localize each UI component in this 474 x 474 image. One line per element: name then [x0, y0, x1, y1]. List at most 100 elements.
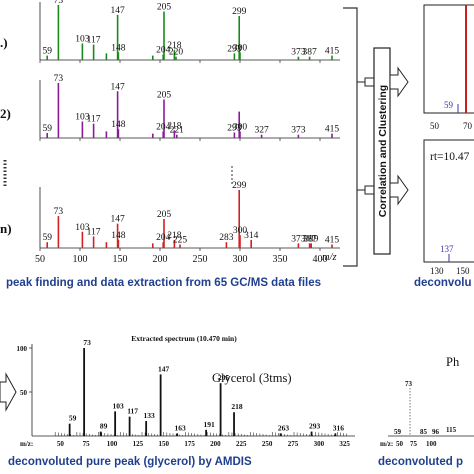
- sample-2-peak-label: 327: [254, 126, 269, 136]
- arrow-right-icon: [389, 66, 409, 98]
- sample-1-peak-label: 300: [233, 43, 248, 53]
- sample-n-peak-label: 299: [232, 181, 247, 191]
- sample-2-peak-label: 300: [233, 122, 248, 132]
- sample-n-peak-label: 103: [75, 223, 90, 233]
- arrow-right-icon: [389, 174, 409, 206]
- glycerol-x-tick-label: 150: [158, 440, 169, 448]
- glycerol-panel-title: Extracted spectrum (10.470 min): [131, 334, 237, 343]
- glycerol-peak-label: 117: [127, 407, 138, 416]
- inset-top-tick-50: 50: [430, 121, 440, 131]
- bottom-right-spectrum: Ph 73 59 85 96 115 m/z: 50 75 100: [380, 355, 474, 448]
- sample-1-peak-label: 293: [227, 44, 242, 54]
- glycerol-peak-label: 293: [309, 422, 321, 431]
- sample-1-peak-label: 148: [111, 43, 126, 53]
- sample-n-peak-label: 205: [157, 210, 172, 220]
- sample-n-peak-label: 73: [54, 207, 64, 217]
- sample-n-peak-label: 147: [110, 215, 125, 225]
- glycerol-peak-label: 103: [113, 401, 125, 410]
- bottom-right-peak-96: 96: [432, 428, 440, 436]
- sample-n-peak-label: 59: [42, 233, 52, 243]
- sample-n-peak-label: 283: [219, 233, 234, 243]
- correlation-box-label: Correlation and Clustering: [377, 85, 389, 217]
- bottom-right-peak-73: 73: [405, 380, 413, 388]
- bottom-right-tick-75: 75: [410, 440, 418, 448]
- glycerol-y-tick-label: 50: [20, 389, 28, 397]
- sample-1-peak-label: 147: [110, 6, 125, 16]
- inset-top: 59 50 70: [423, 4, 474, 131]
- sample-1-peak-label: 205: [157, 3, 172, 13]
- sample-n-x-tick-label: 250: [193, 254, 208, 265]
- caption-bottom-left: deconvoluted pure peak (glycerol) by AMD…: [8, 456, 252, 468]
- caption-top-right: deconvolu: [414, 277, 472, 289]
- sample-n-x-tick-label: 150: [113, 254, 128, 265]
- sample-2-peak-label: 415: [325, 125, 340, 135]
- sample-n-peak-label: 218: [167, 231, 182, 241]
- sample-n-peak-label: 204: [156, 233, 171, 243]
- sample-n-x-tick-label: 50: [35, 254, 45, 265]
- sample-1-peak-label: 103: [75, 35, 90, 45]
- sample-n-peak-label: 314: [244, 231, 259, 241]
- glycerol-peak-label: 263: [278, 423, 290, 432]
- sample-n-x-tick-label: 200: [153, 254, 168, 265]
- glycerol-peak-label: 191: [203, 420, 215, 429]
- sample-2-label: 2): [0, 106, 11, 121]
- glycerol-x-tick-label: 275: [288, 440, 299, 448]
- sample-1-peak-label: 220: [169, 48, 184, 58]
- glycerol-x-tick-label: 100: [107, 440, 118, 448]
- sample-1-peak-label: 73: [54, 0, 64, 6]
- glycerol-x-tick-label: 175: [184, 440, 195, 448]
- rt-label: rt=10.47: [430, 151, 470, 163]
- glycerol-peak-label: 205: [218, 373, 230, 382]
- sample-2-peak-label: 204: [156, 122, 171, 132]
- inset-bottom: rt=10.47 137 130 150: [423, 139, 474, 276]
- sample-n-peak-label: 225: [173, 236, 188, 246]
- sample-n-peak-label: 387: [302, 234, 317, 244]
- caption-bottom-right: deconvoluted p: [378, 456, 463, 468]
- glycerol-axis-label: m/z:: [20, 440, 33, 448]
- glycerol-peak-label: 218: [231, 402, 243, 411]
- glycerol-compound-label: Glycerol (3tms): [212, 371, 292, 385]
- inset-bottom-tick-150: 150: [456, 266, 470, 276]
- bracket-icon: [343, 7, 358, 267]
- sample-n-x-tick-label: 350: [273, 254, 288, 265]
- glycerol-x-tick-label: 300: [314, 440, 325, 448]
- glycerol-x-tick-label: 75: [83, 440, 91, 448]
- glycerol-x-tick-label: 225: [236, 440, 247, 448]
- correlation-box: Correlation and Clustering: [373, 47, 391, 255]
- bottom-right-compound-label: Ph: [446, 355, 460, 369]
- connectors: [357, 77, 375, 195]
- glycerol-x-tick-label: 250: [262, 440, 273, 448]
- bottom-right-tick-50: 50: [396, 440, 404, 448]
- inset-top-tick-70: 70: [463, 121, 473, 131]
- sample-n-x-axis-label: m/z: [322, 252, 337, 263]
- sample-2-peak-label: 205: [157, 91, 172, 101]
- glycerol-peak-label: 163: [175, 423, 187, 432]
- inset-top-peak-label: 59: [444, 100, 454, 110]
- sample-2-peak-label: 103: [75, 113, 90, 123]
- sample-1-peak-label: 373: [291, 48, 306, 58]
- sample-n-peak-label: 389: [304, 234, 319, 244]
- bottom-right-peak-59: 59: [394, 428, 402, 436]
- arrow-right-icon: [0, 372, 17, 412]
- sample-2-peak-label: 147: [110, 82, 125, 92]
- sample-2-peak-label: 59: [42, 124, 52, 134]
- sample-2-peak-label: 373: [291, 126, 306, 136]
- sample-2-peak-label: 73: [54, 74, 64, 84]
- glycerol-peak-label: 59: [69, 414, 77, 423]
- glycerol-x-tick-label: 50: [57, 440, 65, 448]
- sample-n-peak-label: 117: [87, 227, 101, 237]
- inset-bottom-tick-130: 130: [430, 266, 444, 276]
- sample-n-x-tick-label: 400: [313, 254, 328, 265]
- sample-1-peak-label: 59: [42, 47, 52, 57]
- sample-2-peak-label: 218: [167, 121, 182, 131]
- sample-1-label: .): [0, 35, 8, 50]
- glycerol-y-tick-label: 100: [17, 345, 28, 353]
- caption-top-left: peak finding and data extraction from 65…: [6, 277, 322, 289]
- bottom-right-peak-115: 115: [446, 426, 457, 434]
- glycerol-x-tick-label: 125: [133, 440, 144, 448]
